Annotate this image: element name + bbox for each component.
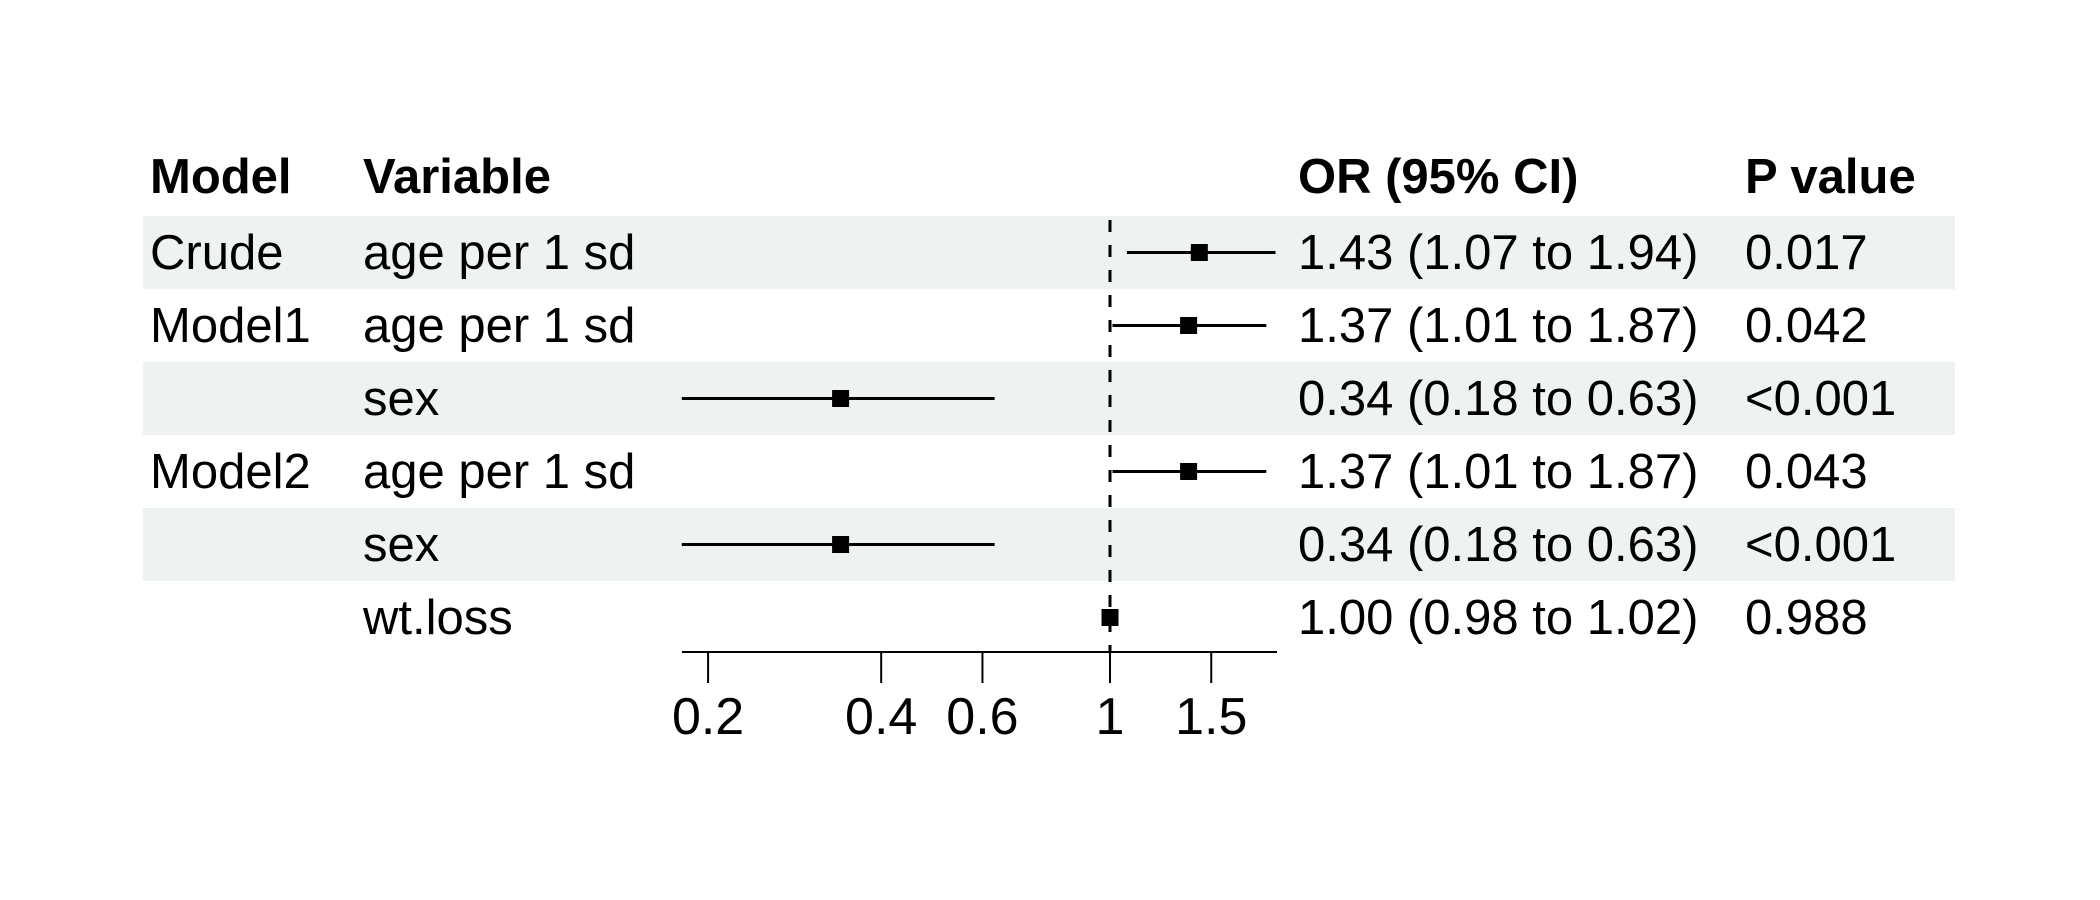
row-cell-p-value: 0.043 [1745, 444, 1868, 499]
row-cell-or-ci: 0.34 (0.18 to 0.63) [1298, 371, 1699, 426]
row-cell-p-value: <0.001 [1745, 371, 1897, 426]
point-estimate-marker [1190, 244, 1208, 261]
x-axis-tick-label: 0.6 [946, 688, 1018, 746]
row-cell-variable: wt.loss [363, 590, 513, 645]
row-cell-p-value: <0.001 [1745, 517, 1897, 572]
row-cell-model: Crude [150, 225, 284, 280]
row-cell-p-value: 0.042 [1745, 298, 1868, 353]
row-cell-variable: sex [363, 371, 440, 426]
x-axis-tick-label: 0.2 [672, 688, 744, 746]
row-shading-band [143, 508, 1955, 581]
column-header-or-ci: OR (95% CI) [1298, 150, 1579, 204]
row-shading-band [143, 362, 1955, 435]
point-estimate-marker [1180, 463, 1198, 480]
row-cell-or-ci: 0.34 (0.18 to 0.63) [1298, 517, 1699, 572]
x-axis-tick-label: 0.4 [845, 688, 917, 746]
row-cell-variable: sex [363, 517, 440, 572]
row-cell-p-value: 0.988 [1745, 590, 1868, 645]
row-cell-variable: age per 1 sd [363, 444, 636, 499]
point-estimate-marker [1180, 317, 1198, 334]
row-cell-or-ci: 1.37 (1.01 to 1.87) [1298, 298, 1699, 353]
row-shading-band [143, 216, 1955, 289]
column-header-variable: Variable [363, 150, 551, 204]
x-axis-tick-label: 1.5 [1175, 688, 1247, 746]
row-cell-model: Model2 [150, 444, 311, 499]
point-estimate-marker [832, 536, 850, 553]
row-cell-variable: age per 1 sd [363, 298, 636, 353]
point-estimate-marker [1101, 609, 1119, 626]
row-cell-variable: age per 1 sd [363, 225, 636, 280]
row-cell-or-ci: 1.43 (1.07 to 1.94) [1298, 225, 1699, 280]
row-cell-or-ci: 1.37 (1.01 to 1.87) [1298, 444, 1699, 499]
row-cell-model: Model1 [150, 298, 311, 353]
point-estimate-marker [832, 390, 850, 407]
column-header-p-value: P value [1745, 150, 1916, 204]
column-header-model: Model [150, 150, 292, 204]
row-cell-or-ci: 1.00 (0.98 to 1.02) [1298, 590, 1699, 645]
x-axis-tick-label: 1 [1096, 688, 1125, 746]
row-cell-p-value: 0.017 [1745, 225, 1868, 280]
